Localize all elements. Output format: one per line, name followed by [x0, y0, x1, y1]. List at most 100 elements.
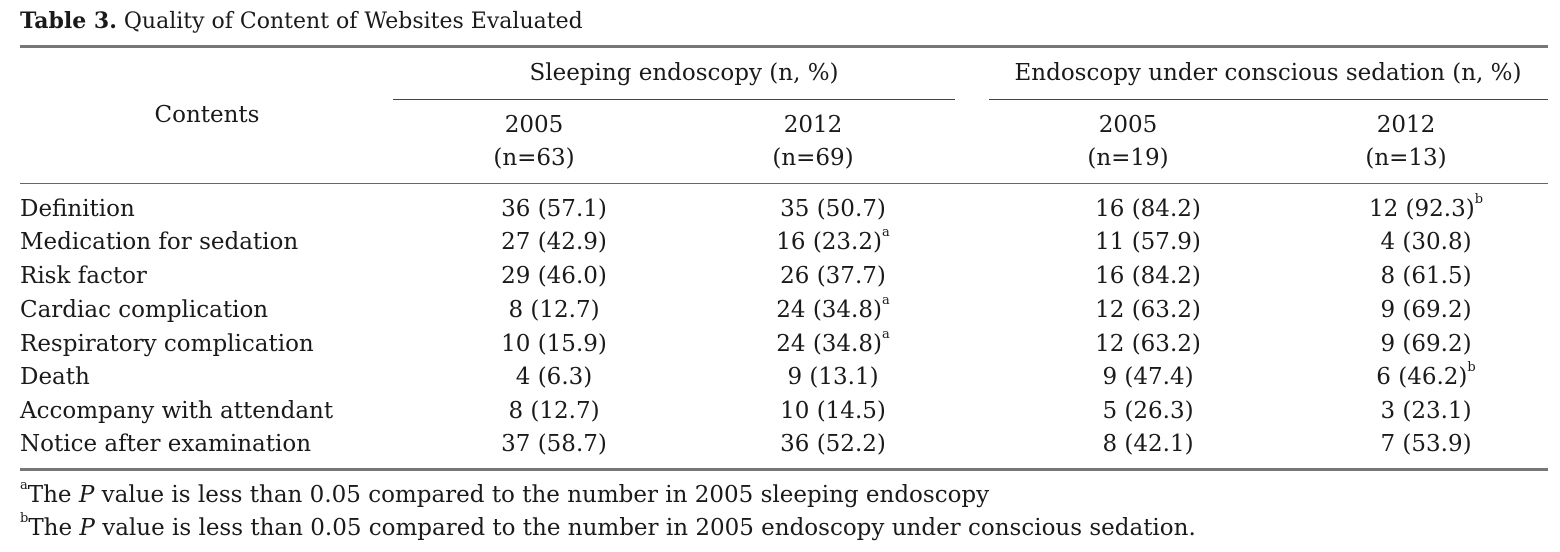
row-label-header: Contents	[154, 102, 260, 128]
row-label: Cardiac complication	[20, 297, 269, 323]
column-year: 2012	[1376, 112, 1436, 138]
footnote: aThe P value is less than 0.05 compared …	[20, 478, 990, 508]
group-rule-conscious	[989, 99, 1548, 100]
cell-value: 8 (61.5)	[1380, 263, 1472, 289]
cell-value: 5 (26.3)	[1102, 398, 1194, 424]
table-cell: 9 (13.1)	[787, 364, 878, 390]
table-cell: 8 (12.7)	[508, 398, 599, 424]
table-cell: 8 (42.1)	[1102, 431, 1193, 457]
table-caption: Table 3. Quality of Content of Websites …	[20, 8, 583, 34]
table-cell: 5 (26.3)	[1102, 398, 1193, 424]
row-label: Respiratory complication	[20, 331, 314, 357]
table-cell: 6 (46.2)b	[1376, 360, 1475, 390]
table-cell: 12 (92.3)b	[1368, 192, 1483, 222]
table-cell: 35 (50.7)	[780, 196, 886, 222]
group-header-conscious: Endoscopy under conscious sedation (n, %…	[1014, 60, 1522, 86]
cell-value: 8 (12.7)	[508, 398, 600, 424]
cell-value: 16 (84.2)	[1095, 263, 1201, 289]
footnote-text: The	[28, 515, 80, 541]
table-cell: 16 (84.2)	[1095, 263, 1201, 289]
cell-value: 8 (12.7)	[508, 297, 600, 323]
table-cell: 7 (53.9)	[1380, 431, 1471, 457]
row-label: Accompany with attendant	[20, 398, 334, 424]
table-cell: 9 (69.2)	[1380, 297, 1471, 323]
table-cell: 24 (34.8)a	[776, 293, 890, 323]
cell-value: 4 (30.8)	[1380, 229, 1472, 255]
table-cell: 8 (12.7)	[508, 297, 599, 323]
top-rule	[20, 45, 1548, 48]
cell-value: 3 (23.1)	[1380, 398, 1472, 424]
table-cell: 8 (61.5)	[1380, 263, 1471, 289]
table-cell: 9 (47.4)	[1102, 364, 1193, 390]
footnote-ref: b	[1467, 360, 1476, 375]
footnote: bThe P value is less than 0.05 compared …	[20, 511, 1196, 541]
footnote-ref: a	[881, 327, 890, 342]
cell-value: 12 (63.2)	[1095, 297, 1201, 323]
table-cell: 27 (42.9)	[501, 229, 607, 255]
group-header-sleeping: Sleeping endoscopy (n, %)	[529, 60, 839, 86]
table-title: Quality of Content of Websites Evaluated	[116, 9, 583, 34]
cell-value: 37 (58.7)	[501, 431, 607, 457]
column-year: 2005	[504, 112, 564, 138]
table-cell: 36 (52.2)	[780, 431, 886, 457]
footnote-text: The	[27, 482, 79, 508]
table-cell: 4 (6.3)	[516, 364, 592, 390]
table-cell: 12 (63.2)	[1095, 331, 1201, 357]
column-n: (n=63)	[493, 145, 575, 171]
row-label: Death	[20, 364, 90, 390]
cell-value: 12 (92.3)	[1368, 196, 1475, 222]
footnote-mark: a	[20, 478, 28, 493]
table-number: Table 3.	[20, 8, 117, 34]
footnote-ref: a	[881, 293, 890, 308]
cell-value: 24 (34.8)	[776, 297, 882, 323]
table-cell: 9 (69.2)	[1380, 331, 1471, 357]
row-label: Medication for sedation	[20, 229, 299, 255]
footnote-ref: b	[1474, 192, 1484, 207]
table-cell: 10 (15.9)	[501, 331, 607, 357]
footnote-italic: P	[78, 482, 95, 508]
cell-value: 10 (14.5)	[780, 398, 886, 424]
cell-value: 9 (69.2)	[1380, 297, 1472, 323]
table-cell: 4 (30.8)	[1380, 229, 1471, 255]
column-n: (n=13)	[1365, 145, 1447, 171]
cell-value: 6 (46.2)	[1376, 364, 1468, 390]
cell-value: 8 (42.1)	[1102, 431, 1194, 457]
footnote-text: value is less than 0.05 compared to the …	[94, 482, 990, 508]
table-cell: 16 (84.2)	[1095, 196, 1201, 222]
column-n: (n=69)	[772, 145, 854, 171]
footnote-italic: P	[79, 515, 95, 541]
cell-value: 29 (46.0)	[501, 263, 607, 289]
table-cell: 26 (37.7)	[780, 263, 886, 289]
cell-value: 4 (6.3)	[515, 364, 593, 390]
row-label: Risk factor	[20, 263, 147, 289]
cell-value: 12 (63.2)	[1095, 331, 1201, 357]
cell-value: 9 (47.4)	[1102, 364, 1194, 390]
column-n: (n=19)	[1087, 145, 1169, 171]
cell-value: 26 (37.7)	[780, 263, 886, 289]
cell-value: 11 (57.9)	[1095, 229, 1201, 255]
column-year: 2012	[783, 112, 843, 138]
footnote-ref: a	[881, 225, 890, 240]
header-rule	[20, 183, 1548, 184]
cell-value: 27 (42.9)	[501, 229, 607, 255]
column-year: 2005	[1098, 112, 1158, 138]
cell-value: 36 (52.2)	[780, 431, 886, 457]
cell-value: 16 (84.2)	[1095, 196, 1201, 222]
cell-value: 36 (57.1)	[501, 196, 607, 222]
cell-value: 35 (50.7)	[780, 196, 886, 222]
footnote-text: value is less than 0.05 compared to the …	[94, 515, 1196, 541]
table-cell: 29 (46.0)	[501, 263, 607, 289]
bottom-rule	[20, 468, 1548, 471]
row-label: Notice after examination	[20, 431, 312, 457]
cell-value: 10 (15.9)	[501, 331, 607, 357]
cell-value: 9 (69.2)	[1380, 331, 1472, 357]
table-cell: 11 (57.9)	[1095, 229, 1201, 255]
table-cell: 36 (57.1)	[501, 196, 607, 222]
table-cell: 10 (14.5)	[780, 398, 886, 424]
table-cell: 24 (34.8)a	[776, 327, 890, 357]
table-cell: 3 (23.1)	[1380, 398, 1471, 424]
table-cell: 16 (23.2)a	[776, 225, 890, 255]
table-document: Table 3. Quality of Content of Websites …	[20, 0, 1548, 552]
group-rule-sleeping	[393, 99, 955, 100]
row-label: Definition	[20, 196, 135, 222]
